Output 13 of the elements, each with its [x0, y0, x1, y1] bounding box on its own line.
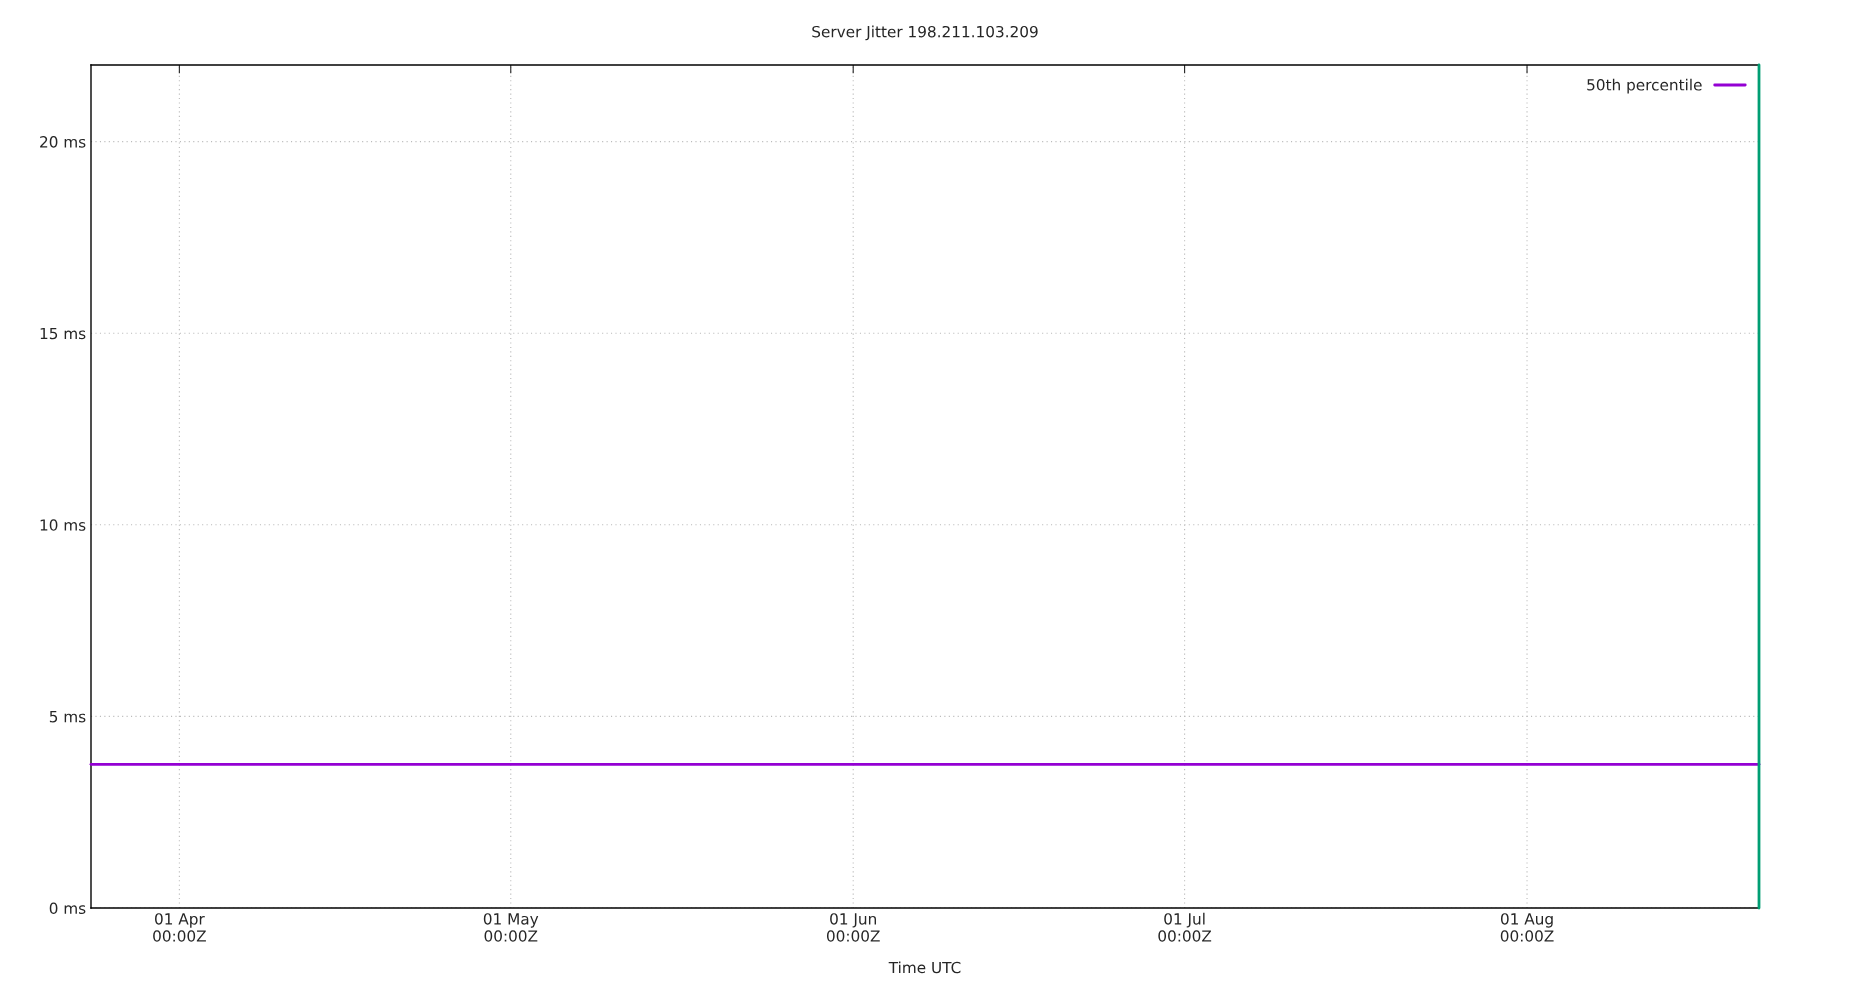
- legend-label: 50th percentile: [1587, 78, 1702, 94]
- y-tick-label: 20 ms: [40, 136, 86, 148]
- x-tick-label: 01 Jun 00:00Z: [826, 913, 880, 942]
- x-tick-label: 01 Aug 00:00Z: [1500, 913, 1554, 942]
- x-tick-label: 01 Apr 00:00Z: [153, 913, 206, 942]
- y-tick-label: 5 ms: [49, 711, 86, 723]
- y-tick-label: 15 ms: [40, 327, 86, 340]
- y-tick-label: 0 ms: [49, 902, 86, 915]
- chart-title: Server Jitter 198.211.103.209: [812, 25, 1038, 41]
- x-tick-label: 01 May 00:00Z: [483, 913, 539, 942]
- x-tick-label: 01 Jul 00:00Z: [1158, 912, 1212, 942]
- x-axis-title: Time UTC: [888, 961, 961, 974]
- y-tick-label: 10 ms: [40, 519, 86, 531]
